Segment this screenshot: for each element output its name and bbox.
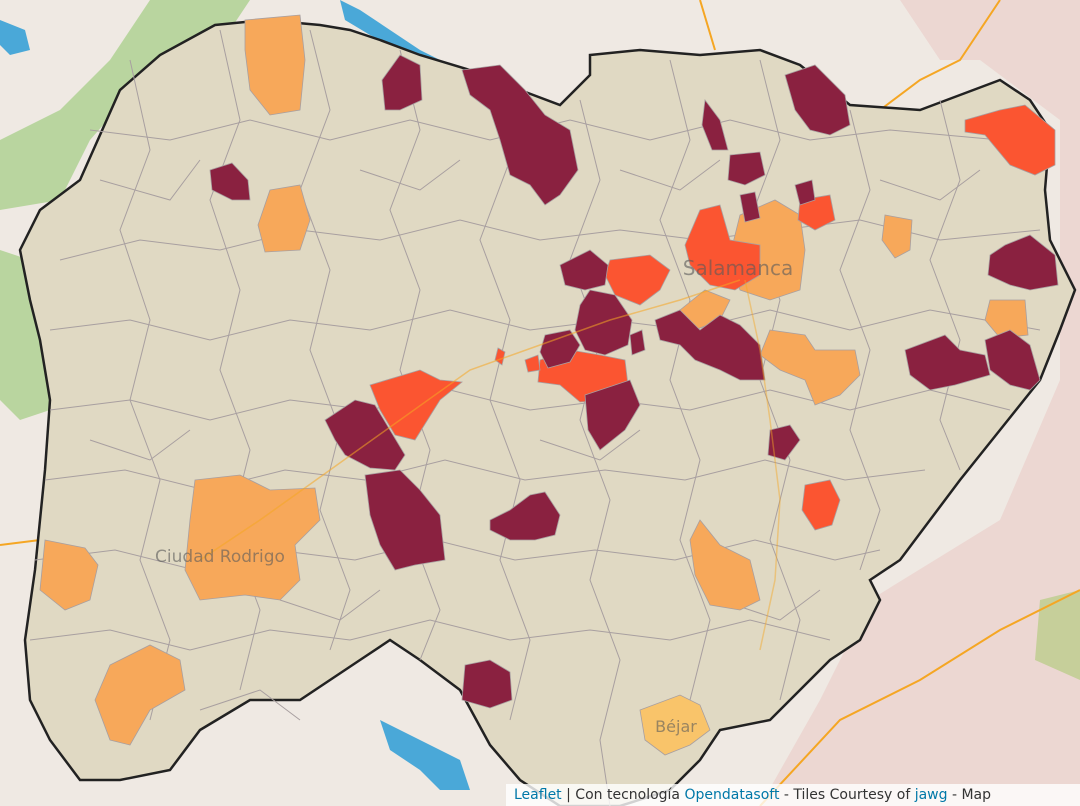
municipality-area[interactable] xyxy=(987,234,1059,291)
municipality-area[interactable] xyxy=(794,179,816,206)
city-label-salamanca: Salamanca xyxy=(683,256,793,280)
municipality-area[interactable] xyxy=(684,204,761,291)
municipality-area[interactable] xyxy=(584,379,641,451)
road-south xyxy=(744,279,781,651)
municipality-area[interactable] xyxy=(689,519,761,611)
municipality-area[interactable] xyxy=(39,539,99,611)
municipality-area[interactable] xyxy=(381,54,423,111)
powered-by-text: Con tecnología xyxy=(575,787,681,803)
municipality-area[interactable] xyxy=(364,469,446,571)
municipality-area[interactable] xyxy=(604,254,671,306)
reservoir-south xyxy=(380,720,470,790)
municipality-area[interactable] xyxy=(904,334,991,391)
forest-area-north-west xyxy=(0,0,250,210)
leaflet-link[interactable]: Leaflet xyxy=(514,787,562,803)
municipality-area[interactable] xyxy=(539,329,581,369)
reservoir-north xyxy=(340,0,445,70)
road-north-east xyxy=(879,0,1001,111)
municipality-area[interactable] xyxy=(797,194,836,231)
municipalities-level-0[interactable] xyxy=(639,694,711,756)
municipalities-level-3[interactable] xyxy=(209,54,1059,709)
municipality-area[interactable] xyxy=(209,162,251,201)
neighbor-region-east xyxy=(300,0,1080,806)
municipality-borders xyxy=(29,29,1041,806)
city-label-bejar: Béjar xyxy=(655,717,697,736)
road-a62 xyxy=(199,279,741,561)
opendatasoft-link[interactable]: Opendatasoft xyxy=(684,787,780,803)
municipality-area[interactable] xyxy=(489,491,561,541)
tiles-courtesy-text: - Tiles Courtesy of xyxy=(783,787,911,803)
municipality-area[interactable] xyxy=(524,354,541,373)
municipalities-level-2[interactable] xyxy=(369,104,1056,531)
attribution-separator: | xyxy=(566,787,571,803)
municipality-area[interactable] xyxy=(369,369,464,441)
municipality-area[interactable] xyxy=(984,329,1041,391)
jawg-link[interactable]: jawg xyxy=(914,787,948,803)
map-attribution: Leaflet | Con tecnología Opendatasoft - … xyxy=(506,784,1080,806)
municipality-area[interactable] xyxy=(559,249,609,291)
map-attribution-tail: - Map xyxy=(951,787,992,803)
municipality-area[interactable] xyxy=(257,184,311,253)
road-south-east xyxy=(759,589,1080,806)
city-label-ciudad-rodrigo: Ciudad Rodrigo xyxy=(155,547,285,567)
municipality-area[interactable] xyxy=(629,329,646,356)
municipality-area[interactable] xyxy=(767,424,801,461)
forest-area-south-east xyxy=(1035,590,1080,680)
municipality-area[interactable] xyxy=(759,329,861,406)
municipality-area[interactable] xyxy=(739,191,761,223)
municipality-area[interactable] xyxy=(727,151,766,186)
municipality-area[interactable] xyxy=(639,694,711,756)
municipality-area[interactable] xyxy=(324,399,406,471)
municipality-area[interactable] xyxy=(784,64,851,136)
road-north xyxy=(699,0,716,51)
municipality-area[interactable] xyxy=(184,474,321,601)
municipality-area[interactable] xyxy=(881,214,913,259)
reservoir-north-west xyxy=(0,20,30,55)
municipality-area[interactable] xyxy=(654,309,766,381)
municipality-area[interactable] xyxy=(94,644,186,746)
municipalities-level-1[interactable] xyxy=(39,14,1029,746)
municipality-area[interactable] xyxy=(964,104,1056,176)
municipality-area[interactable] xyxy=(244,14,306,116)
municipality-area[interactable] xyxy=(461,659,513,709)
municipality-area[interactable] xyxy=(461,64,579,206)
municipality-area[interactable] xyxy=(801,479,841,531)
road-west xyxy=(0,539,41,546)
municipality-area[interactable] xyxy=(701,98,729,151)
